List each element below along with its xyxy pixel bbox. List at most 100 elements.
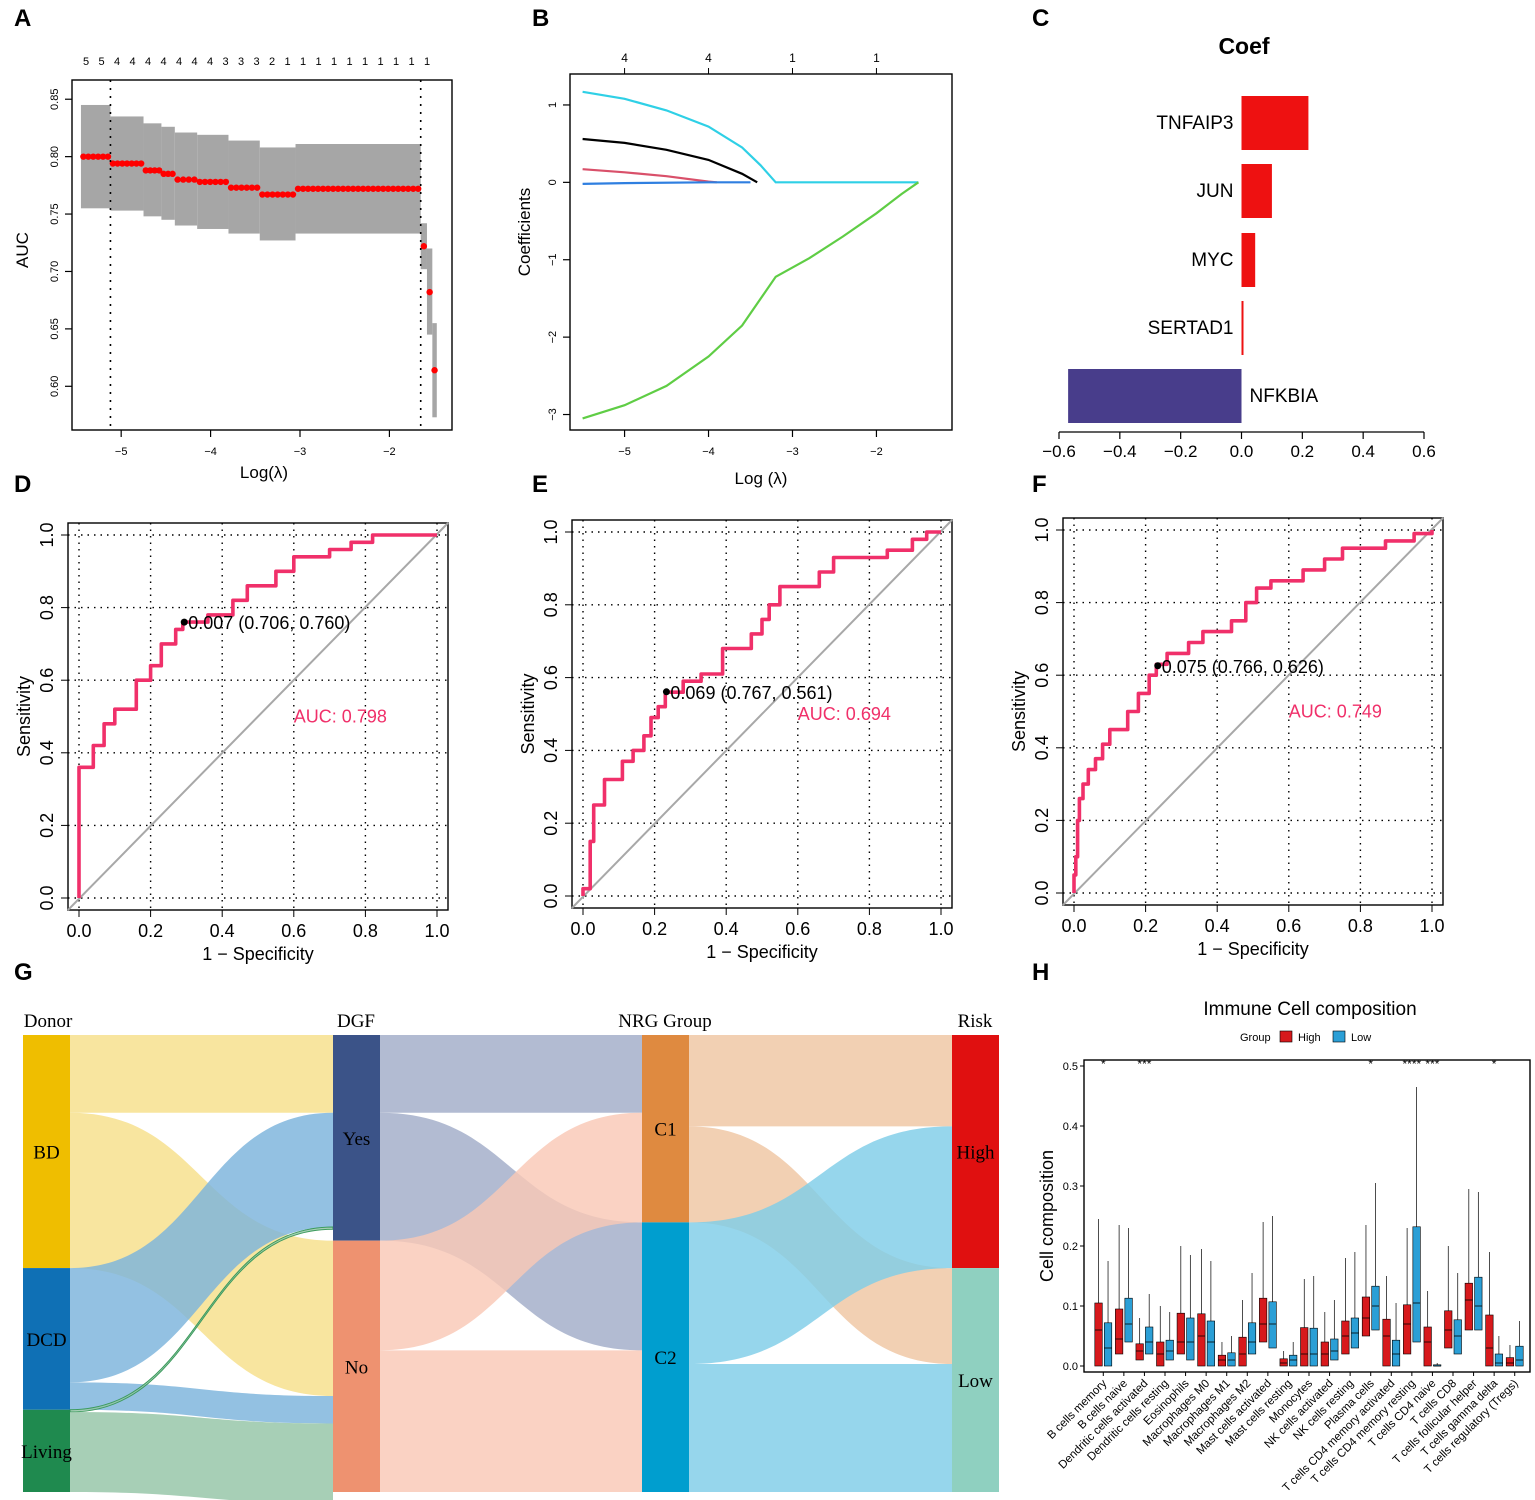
h-legend-title: Group: [1240, 1032, 1271, 1044]
sankey-flow-c2-high: [689, 1126, 952, 1365]
cv-mean-point: [238, 184, 245, 191]
box-low: [1474, 1276, 1483, 1331]
a-top-count: 3: [222, 56, 228, 68]
cv-mean-point: [119, 160, 126, 167]
cv-mean-point: [289, 191, 297, 198]
sankey-node-yes: [333, 1035, 380, 1241]
box-low: [1412, 1226, 1421, 1343]
box-high: [1238, 1336, 1247, 1367]
roc-cutoff-label: 0.069 (0.767, 0.561): [670, 683, 832, 703]
cv-mean-point: [212, 178, 219, 186]
cv-mean-point: [299, 185, 307, 192]
box-high: [1341, 1320, 1350, 1355]
cv-mean-point: [222, 178, 230, 186]
cv-mean-point: [324, 185, 332, 192]
b-top-tick-label: 4: [621, 51, 628, 65]
a-top-count: 3: [238, 56, 244, 68]
box-high: [1403, 1304, 1412, 1355]
a-top-count: 3: [253, 56, 259, 68]
cv-mean-point: [114, 160, 121, 167]
box-high: [1361, 1296, 1371, 1337]
cv-mean-point: [359, 185, 367, 192]
sankey-node-dcd: [23, 1268, 70, 1410]
cv-mean-point: [147, 167, 154, 174]
coef-bar-myc: [1241, 233, 1256, 287]
cv-mean-point: [123, 160, 131, 167]
c-x-tick-label: 0.4: [1351, 442, 1375, 461]
coef-bar-label: JUN: [1197, 181, 1234, 202]
b-top-tick-label: 4: [705, 51, 712, 65]
h-significance-mark: ****: [1403, 1057, 1422, 1071]
box-high: [1115, 1308, 1124, 1355]
sankey-node-label: High: [957, 1143, 996, 1164]
cv-mean-point: [426, 288, 433, 296]
cv-mean-point: [294, 185, 302, 192]
roc-x-tick-label: 0.0: [66, 921, 91, 941]
sankey-node-bd: [23, 1035, 70, 1269]
h-legend-swatch-high: [1279, 1030, 1293, 1043]
cv-mean-point: [420, 243, 428, 250]
b-x-tick-label: −4: [702, 446, 715, 458]
sankey-flow-no-c1: [380, 1112, 642, 1351]
plot-frame: [569, 73, 953, 431]
cv-mean-point: [431, 367, 438, 374]
cv-mean-point: [201, 178, 209, 186]
cv-mean-point: [151, 167, 158, 174]
c-x-tick-label: −0.4: [1103, 442, 1137, 461]
cv-mean-point: [160, 170, 167, 178]
cv-mean-point: [128, 160, 135, 167]
b-x-axis-label: Log (λ): [735, 469, 788, 488]
cv-mean-point: [207, 178, 214, 186]
lasso-path-blue: [582, 181, 751, 185]
roc-cutoff-point: [1154, 662, 1162, 670]
box-high: [1279, 1358, 1288, 1367]
sankey-node-no: [333, 1240, 380, 1492]
a-top-count: 1: [346, 56, 352, 68]
roc-y-tick-label: 0.2: [1032, 808, 1052, 833]
roc-x-tick-label: 0.4: [210, 921, 235, 941]
roc-x-tick-label: 0.8: [857, 919, 882, 939]
a-top-count: 5: [83, 56, 89, 68]
cv-mean-point: [94, 153, 102, 160]
cv-mean-point: [253, 184, 261, 191]
cv-mean-point: [99, 153, 107, 160]
sankey-stage-label: Risk: [958, 1011, 993, 1032]
panel-label-f: F: [1032, 471, 1047, 498]
cv-mean-point: [274, 191, 281, 198]
a-y-tick-label: 0.65: [49, 318, 61, 339]
b-x-tick-label: −2: [870, 446, 883, 458]
sankey-node-label: Yes: [343, 1129, 371, 1150]
cv-mean-point: [314, 185, 322, 192]
cv-mean-point: [180, 176, 187, 183]
box-high: [1176, 1312, 1185, 1355]
h-title: Immune Cell composition: [1203, 999, 1416, 1020]
roc-x-axis-label: 1 − Specificity: [1197, 939, 1309, 959]
panel-f: 0.075 (0.766, 0.626) AUC: 0.749 0.0 0.2 0.4 0…: [1009, 517, 1445, 959]
roc-cutoff-label: 0.075 (0.766, 0.626): [1162, 657, 1324, 677]
cv-mean-point: [319, 185, 327, 192]
b-y-tick-label: 0: [547, 179, 559, 185]
box-low: [1371, 1285, 1380, 1331]
roc-y-axis-label: Sensitivity: [518, 673, 538, 754]
b-top-tick-label: 1: [873, 51, 880, 65]
sankey-node-label: C1: [654, 1120, 676, 1141]
cv-mean-point: [329, 185, 337, 192]
cv-mean-point: [243, 184, 250, 191]
h-y-tick-label: 0.2: [1063, 1241, 1078, 1253]
sankey-node-c1: [642, 1035, 689, 1223]
roc-curve: [581, 530, 941, 896]
cv-mean-point: [369, 185, 377, 192]
cv-mean-point: [248, 184, 256, 191]
a-x-axis-label: Log(λ): [240, 463, 288, 482]
coef-bar-nfkbia: [1068, 369, 1242, 423]
cv-mean-point: [415, 185, 422, 192]
roc-y-tick-label: 0.8: [541, 592, 561, 617]
roc-y-tick-label: 0.0: [1032, 880, 1052, 905]
cv-mean-point: [174, 176, 181, 183]
cv-mean-point: [394, 185, 402, 192]
a-y-tick-label: 0.60: [49, 376, 61, 397]
a-top-count: 4: [145, 56, 151, 68]
c-x-tick-label: 0.2: [1291, 442, 1315, 461]
b-y-axis-label: Coefficients: [515, 188, 534, 277]
panel-label-b: B: [532, 5, 549, 32]
